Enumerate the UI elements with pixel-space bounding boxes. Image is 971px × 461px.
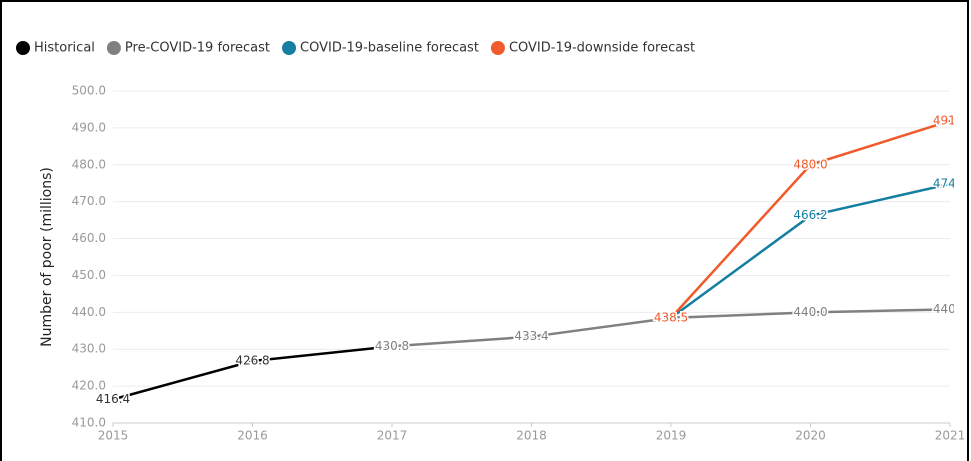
x-tick-label: 2016 [237, 429, 268, 443]
data-label: 491.9 [933, 113, 967, 127]
data-label: 440.0 [793, 305, 827, 319]
x-tick-label: 2015 [98, 429, 129, 443]
x-tick-label: 2020 [795, 429, 826, 443]
series-line [670, 182, 951, 319]
data-label: 433.4 [514, 329, 548, 343]
x-tick-label: 2018 [516, 429, 547, 443]
series-line [112, 345, 393, 401]
data-label: 474.8 [933, 176, 967, 190]
y-tick-label: 460.0 [72, 231, 106, 245]
x-tick-label: 2017 [377, 429, 408, 443]
data-label: 466.2 [793, 208, 827, 222]
legend-marker [490, 41, 505, 55]
data-label: 426.8 [235, 354, 269, 368]
y-tick-label: 490.0 [72, 120, 106, 134]
legend-label: COVID-19-baseline forecast [300, 41, 479, 56]
legend-label: Historical [34, 41, 95, 56]
data-label: 438.5 [654, 310, 688, 324]
y-tick-label: 440.0 [72, 305, 106, 319]
legend-marker [282, 41, 297, 55]
legend-marker [16, 41, 30, 55]
y-tick-label: 470.0 [72, 194, 106, 208]
legend-label: COVID-19-downside forecast [509, 41, 695, 56]
data-label: 438.5 [654, 310, 688, 324]
legend-label: Pre-COVID-19 forecast [125, 41, 270, 56]
y-tick-label: 450.0 [72, 268, 106, 282]
data-label: 440.8 [933, 302, 967, 316]
series-line [391, 308, 951, 348]
data-label: 480.0 [793, 157, 827, 171]
y-axis-title: Number of poor (millions) [39, 167, 55, 347]
data-label: 416.4 [96, 392, 130, 406]
x-tick-label: 2019 [656, 429, 687, 443]
x-tick-label: 2021 [935, 429, 966, 443]
data-label: 430.8 [375, 339, 409, 353]
series-line [670, 119, 951, 319]
legend-marker [106, 41, 121, 55]
y-tick-label: 420.0 [72, 379, 106, 393]
y-tick-label: 500.0 [72, 84, 106, 98]
data-label: 438.5 [654, 310, 688, 324]
y-tick-label: 480.0 [72, 157, 106, 171]
y-tick-label: 430.0 [72, 342, 106, 356]
data-label: 430.8 [375, 339, 409, 353]
y-tick-label: 410.0 [72, 416, 106, 430]
